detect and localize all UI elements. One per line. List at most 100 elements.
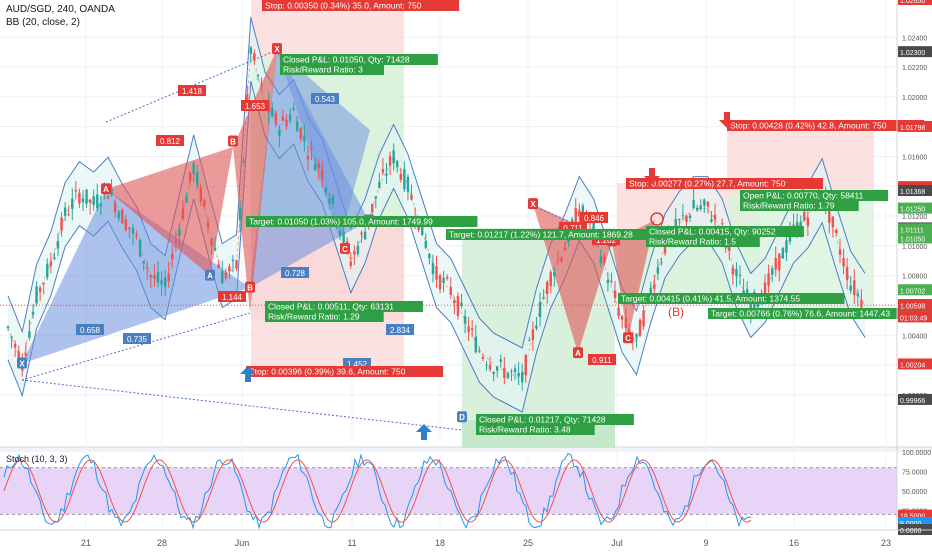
candle-body — [31, 312, 35, 315]
trade-annotation-badge — [646, 226, 804, 237]
candle-body — [235, 260, 238, 269]
candle-body — [692, 200, 695, 209]
harmonic-point-badge — [528, 198, 538, 210]
candle-body — [178, 229, 181, 236]
candle-body — [492, 372, 495, 375]
candle-body — [556, 259, 560, 261]
candle-body — [663, 243, 667, 254]
candle-body — [499, 359, 502, 362]
harmonic-point-badge — [272, 43, 282, 55]
candle-body — [463, 316, 467, 324]
candle-body — [156, 271, 160, 283]
candle-body — [545, 281, 549, 294]
candle-body — [46, 263, 49, 278]
candle-body — [581, 205, 585, 216]
candle-body — [171, 253, 174, 260]
price-tag — [898, 46, 932, 58]
candle-body — [385, 173, 388, 176]
x-tick-label: Jun — [235, 538, 250, 548]
harmonic-point-label: A — [575, 349, 581, 358]
harmonic-point-badge — [623, 332, 633, 344]
trade-annotation-badge — [618, 293, 845, 304]
candle-body — [96, 194, 99, 209]
stoch-d-line — [3, 459, 752, 523]
ratio-label: 1.653 — [245, 102, 266, 111]
candle-body — [160, 280, 163, 285]
trade-annotation-badge — [708, 308, 932, 319]
trade-annotation-badge — [262, 0, 460, 11]
trade-annotation-badge — [246, 366, 444, 377]
candle-body — [78, 192, 81, 204]
candle-body — [81, 198, 85, 203]
trade-annotation-text: Target: 0.00766 (0.76%) 76.6, Amount: 14… — [711, 309, 890, 319]
candle-body — [360, 232, 363, 235]
candle-body — [253, 53, 256, 61]
candle-body — [531, 329, 535, 340]
x-tick-label: 25 — [523, 538, 533, 548]
price-tag — [898, 120, 932, 132]
candle-body — [149, 275, 153, 278]
trade-annotation-badge — [446, 229, 678, 240]
trade-annotation-badge — [740, 200, 859, 211]
ratio-label: 2.834 — [390, 326, 411, 335]
position-zone — [251, 320, 404, 375]
candle-body — [446, 277, 449, 279]
candle-body — [296, 121, 299, 132]
x-tick-label: 11 — [347, 538, 356, 548]
candle-body — [738, 274, 742, 276]
candle-body — [306, 155, 310, 160]
candle-body — [506, 372, 510, 378]
candle-body — [449, 286, 452, 295]
bollinger-fill — [8, 17, 865, 412]
candle-body — [221, 270, 224, 284]
trade-annotation-text: Risk/Reward Ratio: 1.5 — [649, 237, 736, 247]
candle-body — [460, 302, 463, 307]
ratio-label: 0.735 — [127, 335, 148, 344]
candle-body — [774, 257, 777, 270]
price-tag — [898, 232, 932, 244]
candle-body — [138, 239, 142, 257]
candle-body — [706, 201, 710, 207]
harmonic-point-label: A — [103, 185, 109, 194]
candle-body — [549, 272, 552, 287]
trade-annotation-badge — [265, 301, 423, 312]
trade-annotation-badge — [740, 190, 889, 201]
trade-annotation-badge — [280, 54, 438, 65]
trade-annotation-text: Risk/Reward Ratio: 3.48 — [479, 425, 571, 435]
candle-body — [613, 290, 617, 298]
candle-body — [196, 172, 199, 185]
candle-body — [210, 238, 213, 246]
harmonic-point-label: B — [247, 284, 253, 293]
candle-body — [110, 189, 113, 196]
candle-body — [381, 169, 385, 173]
candle-body — [538, 301, 542, 318]
ratio-badge — [311, 93, 339, 104]
candle-body — [610, 281, 613, 283]
stoch-tag-label: 0.0000 — [900, 528, 922, 535]
ratio-badge — [559, 222, 587, 233]
candle-body — [106, 196, 110, 199]
candle-body — [349, 261, 352, 266]
price-tick-label: 1.00400 — [902, 333, 927, 340]
candle-body — [238, 207, 242, 220]
candle-body — [731, 267, 735, 275]
candle-body — [17, 351, 20, 364]
price-tag-label: 01:03:49 — [900, 315, 927, 322]
trade-annotation-text: Stop: 0.00277 (0.27%) 27.7, Amount: 750 — [629, 179, 786, 189]
candle-body — [638, 319, 642, 337]
candle-body — [228, 266, 231, 272]
candle-body — [485, 364, 488, 366]
candle-body — [685, 215, 688, 222]
candle-body — [331, 195, 335, 205]
ratio-badge — [281, 267, 309, 278]
candle-body — [185, 196, 188, 203]
x-tick-label: 18 — [435, 538, 445, 548]
price-tag-label: 1.00204 — [900, 362, 925, 369]
candle-body — [517, 372, 520, 377]
candle-body — [488, 364, 492, 370]
price-tag-label: 1.01050 — [900, 236, 925, 243]
candle-body — [681, 215, 685, 217]
harmonic-point-label: X — [274, 45, 280, 54]
harmonic-point-label: X — [530, 200, 536, 209]
